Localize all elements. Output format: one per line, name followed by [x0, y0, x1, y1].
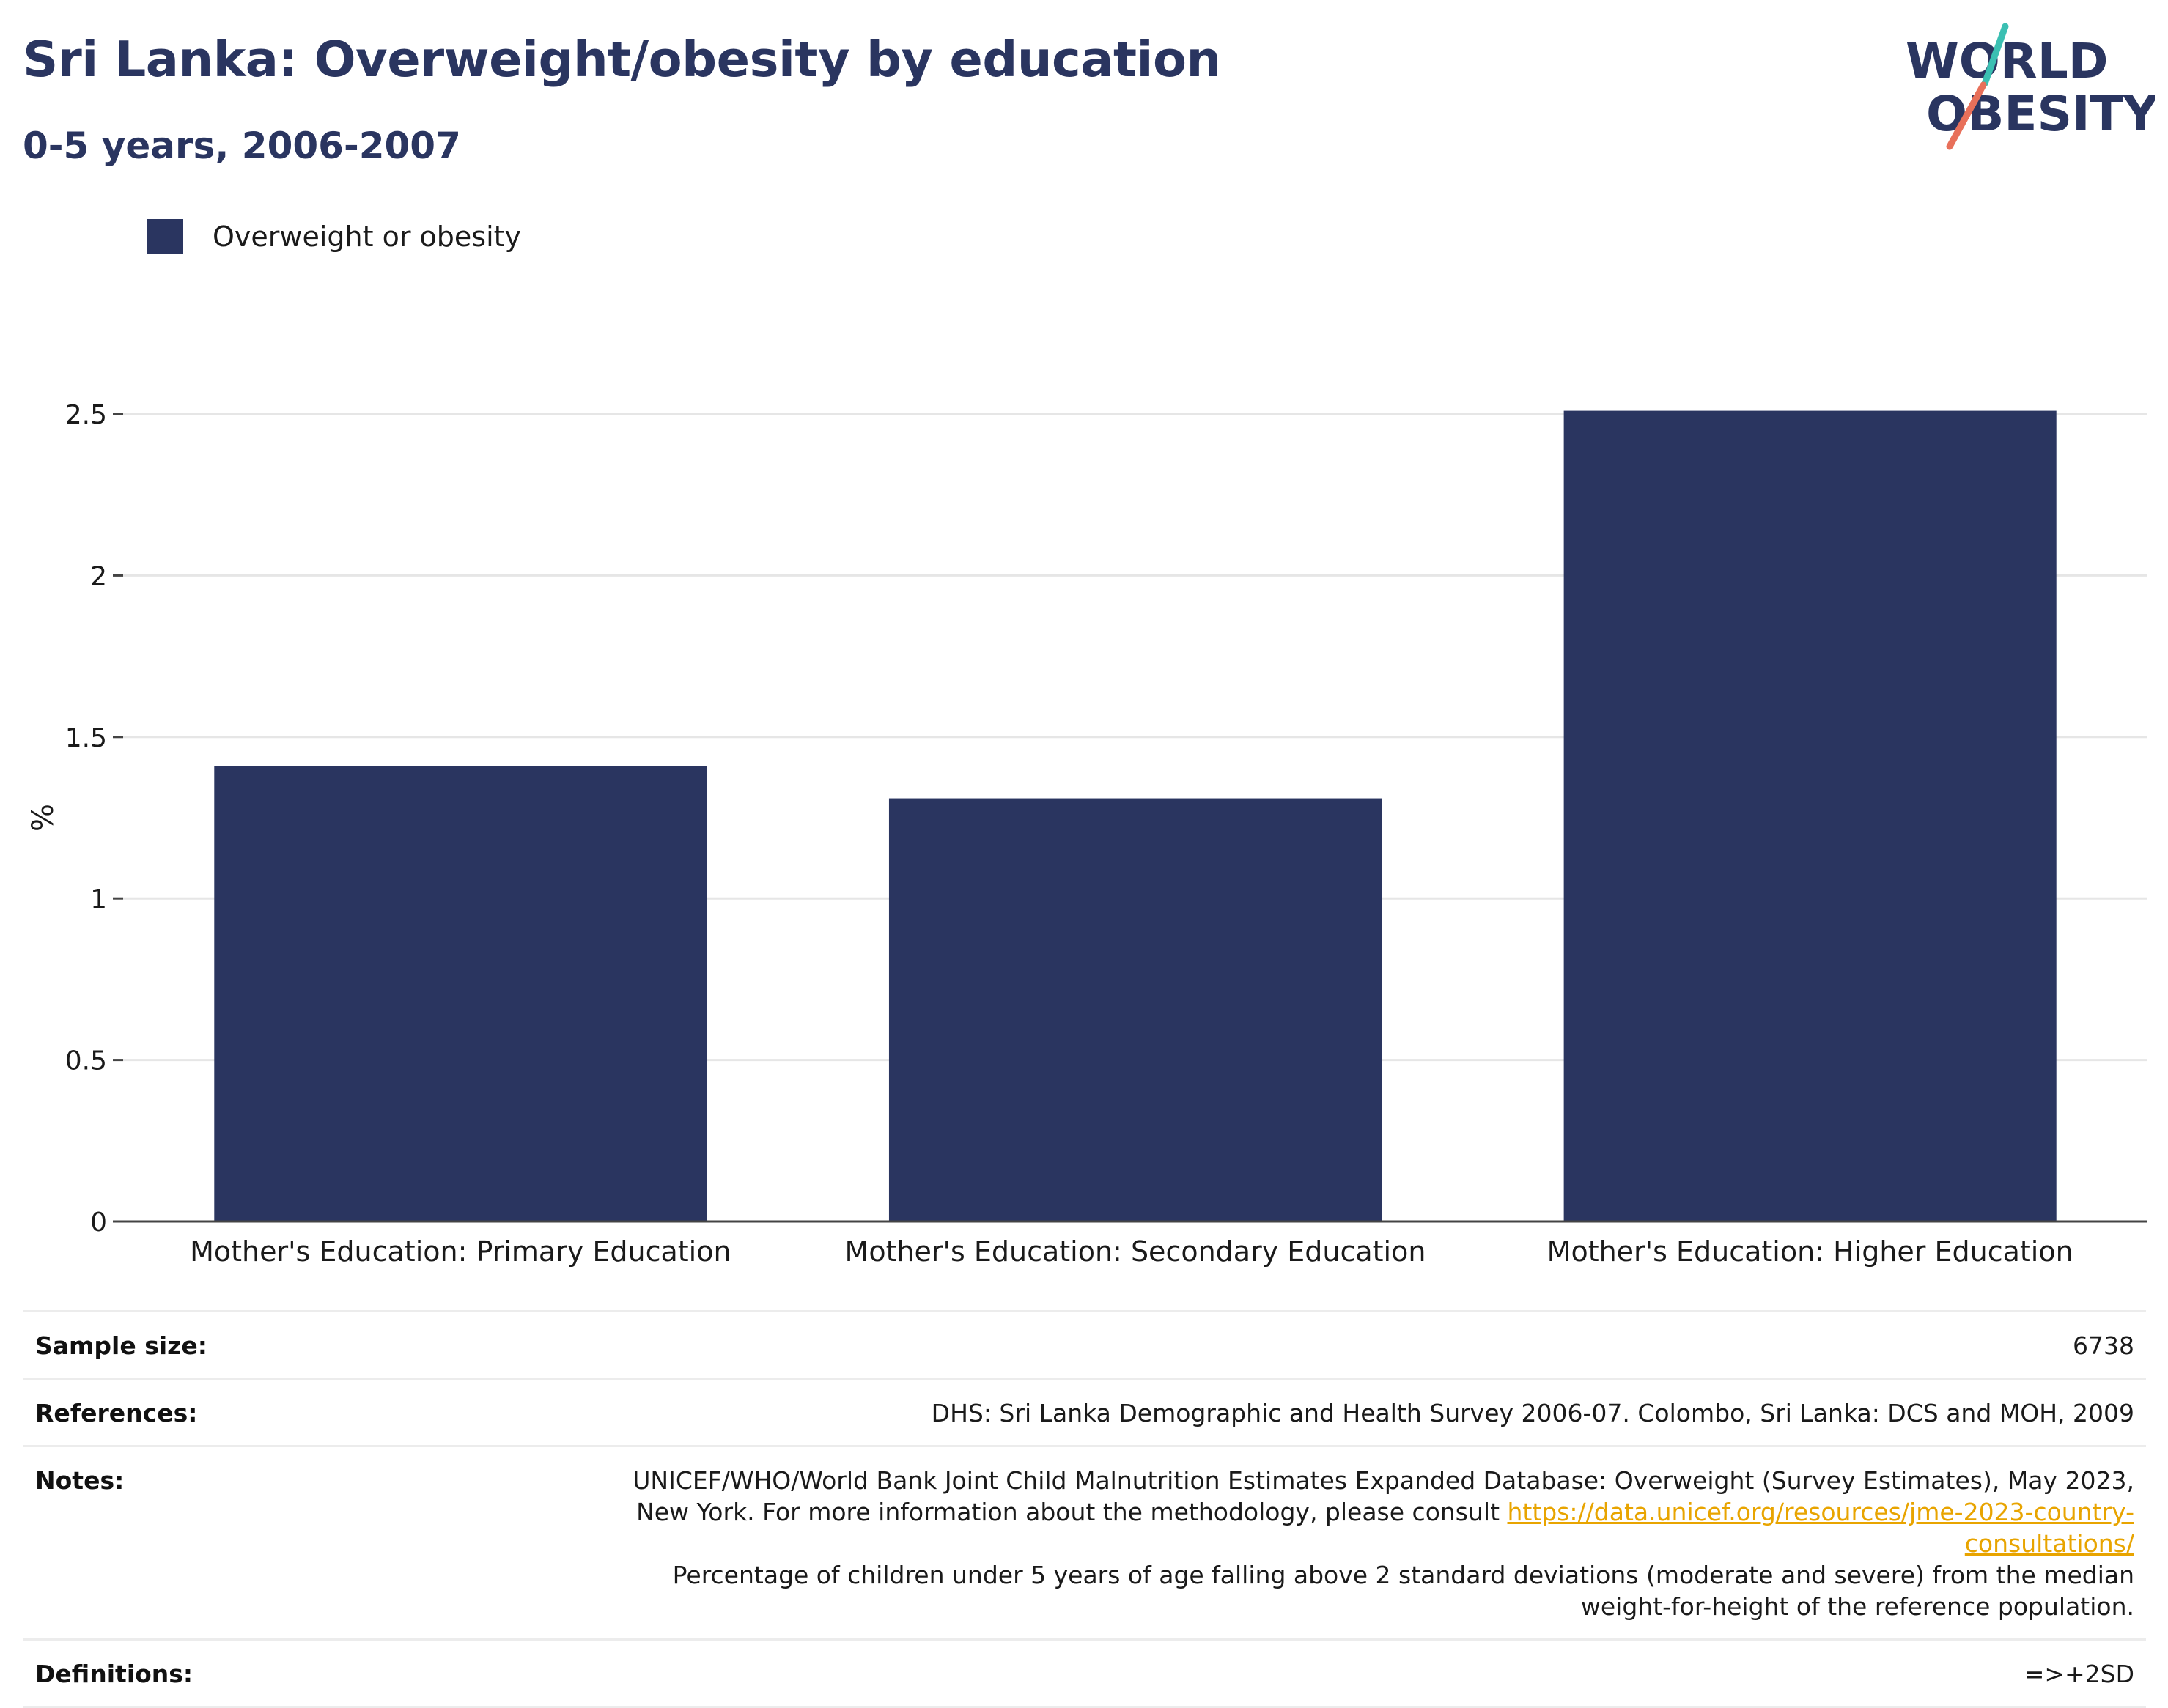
notes-link[interactable]: https://data.unicef.org/resources/jme-20…: [1507, 1498, 2135, 1558]
y-tick-label: 0.5: [65, 1046, 107, 1076]
x-tick-label: Mother's Education: Higher Education: [1547, 1235, 2073, 1268]
definitions-row: Definitions: =>+2SD: [23, 1638, 2146, 1708]
bars: [214, 410, 2057, 1221]
legend-swatch: [147, 219, 183, 254]
y-tick-label: 0: [90, 1208, 107, 1238]
y-tick-label: 1.5: [65, 723, 107, 753]
notes-text-2: Percentage of children under 5 years of …: [672, 1561, 2134, 1621]
bar: [888, 798, 1382, 1221]
bar: [214, 766, 707, 1221]
sample-size-value: 6738: [2073, 1331, 2134, 1360]
world-obesity-logo: WORLD OBESITY: [1906, 23, 2155, 150]
sample-size-row: Sample size: 6738: [23, 1310, 2146, 1378]
references-value: DHS: Sri Lanka Demographic and Health Su…: [931, 1399, 2134, 1427]
bar: [1563, 410, 2057, 1221]
chart-legend: Overweight or obesity: [147, 218, 521, 255]
logo-slash-coral: [1946, 81, 1987, 150]
legend-label: Overweight or obesity: [213, 221, 522, 253]
notes-label: Notes:: [35, 1466, 125, 1495]
notes-value: UNICEF/WHO/World Bank Joint Child Malnut…: [602, 1465, 2134, 1622]
page-title: Sri Lanka: Overweight/obesity by educati…: [23, 31, 1221, 88]
notes-text-1: UNICEF/WHO/World Bank Joint Child Malnut…: [633, 1466, 2134, 1526]
notes-row: Notes: UNICEF/WHO/World Bank Joint Child…: [23, 1445, 2146, 1638]
references-label: References:: [35, 1399, 198, 1427]
y-tick-label: 1: [90, 884, 107, 914]
logo-slash-teal: [1981, 23, 2009, 87]
references-row: References: DHS: Sri Lanka Demographic a…: [23, 1378, 2146, 1445]
definitions-label: Definitions:: [35, 1660, 193, 1688]
definitions-value: =>+2SD: [2024, 1660, 2134, 1688]
y-axis-title: %: [26, 804, 60, 832]
x-tick-label: Mother's Education: Primary Education: [190, 1235, 731, 1268]
page-subtitle: 0-5 years, 2006-2007: [23, 125, 461, 167]
y-tick-label: 2: [90, 561, 107, 591]
info-table: Sample size: 6738 References: DHS: Sri L…: [23, 1310, 2146, 1708]
x-tick-label: Mother's Education: Secondary Education: [845, 1235, 1426, 1268]
y-tick-label: 2.5: [65, 400, 107, 430]
logo-line-1: WORLD: [1906, 33, 2109, 89]
axes: 0 0.5 1 1.5 2 2.5% Mother's Education: Primary…: [26, 400, 2147, 1268]
bar-chart: 0 0.5 1 1.5 2 2.5% Mother's Education: Primary…: [26, 400, 2147, 1268]
sample-size-label: Sample size:: [35, 1331, 207, 1360]
